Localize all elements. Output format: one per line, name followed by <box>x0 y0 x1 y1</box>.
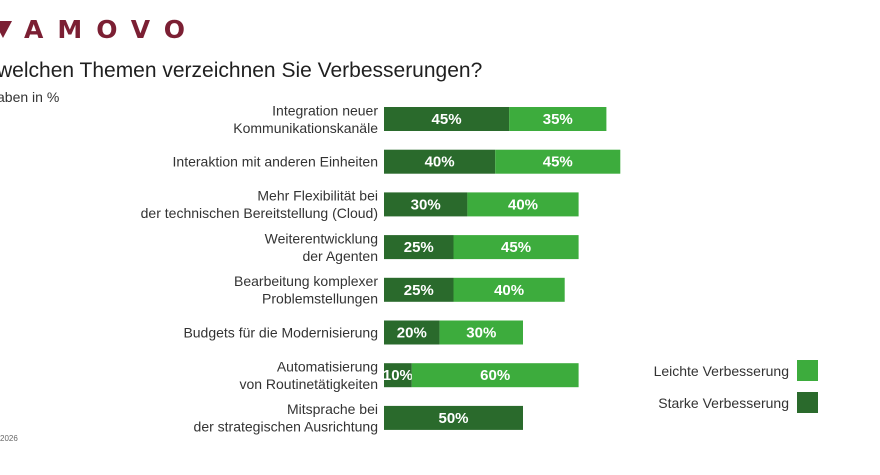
category-label: Automatisierung von Routinetätigkeiten <box>239 358 378 392</box>
legend-item-starke: Starke Verbesserung <box>610 392 818 413</box>
data-label-starke: 20% <box>397 325 427 342</box>
category-label-line: Kommunikationskanäle <box>233 120 378 136</box>
legend-item-leichte: Leichte Verbesserung <box>610 360 818 381</box>
chart-legend: Leichte Verbesserung Starke Verbesserung <box>610 360 818 424</box>
bar-starke <box>384 235 454 260</box>
logo-text: AMOVO <box>24 14 199 44</box>
category-label: Mehr Flexibilität bei der technischen Ber… <box>141 188 378 222</box>
legend-label: Leichte Verbesserung <box>653 362 789 379</box>
category-label-line: der Agenten <box>302 248 378 264</box>
data-label-leichte: 35% <box>543 111 573 128</box>
category-label-line: Bearbeitung komplexer <box>234 273 378 289</box>
page-subtitle: aben in % <box>0 89 60 105</box>
category-label: Weiterentwicklung der Agenten <box>265 230 378 264</box>
category-label-line: Weiterentwicklung <box>265 230 378 246</box>
bar-leichte <box>495 149 621 174</box>
data-label-starke: 50% <box>438 410 468 427</box>
data-label-leichte: 30% <box>466 325 496 342</box>
data-label-leichte: 45% <box>501 239 531 256</box>
category-label: Bearbeitung komplexer Problemstellungen <box>234 273 378 307</box>
category-label: Integration neuer Kommunikationskanäle <box>233 102 378 136</box>
data-label-leichte: 40% <box>494 282 524 299</box>
category-label-line: der technischen Bereitstellung (Cloud) <box>141 205 378 221</box>
bar-leichte <box>509 107 607 131</box>
data-label-starke: 10% <box>383 367 413 384</box>
legend-swatch-starke <box>797 392 818 413</box>
category-label-line: Problemstellungen <box>262 291 378 307</box>
legend-label: Starke Verbesserung <box>658 394 789 411</box>
data-label-leichte: 45% <box>543 154 573 171</box>
bar-leichte <box>453 235 579 260</box>
bar-starke <box>384 149 496 174</box>
data-label-leichte: 40% <box>508 196 538 213</box>
bar-starke <box>384 192 468 217</box>
bar-starke <box>384 277 454 302</box>
data-label-starke: 40% <box>425 154 455 171</box>
bar-starke <box>384 320 440 345</box>
category-label-line: Automatisierung <box>277 358 378 374</box>
category-label: Budgets für die Modernisierung <box>183 325 378 341</box>
bar-leichte <box>453 277 565 302</box>
category-label-line: Mitsprache bei <box>287 401 378 417</box>
category-label-line: Mehr Flexibilität bei <box>257 188 378 204</box>
bar-leichte <box>411 363 579 388</box>
bar-starke <box>384 405 523 430</box>
category-label-line: Integration neuer <box>272 102 378 118</box>
category-label-line: Budgets für die Modernisierung <box>183 325 378 341</box>
brand-logo: AMOVO <box>0 11 199 47</box>
category-label-line: von Routinetätigkeiten <box>239 376 378 392</box>
data-label-starke: 25% <box>404 239 434 256</box>
category-label-line: Interaktion mit anderen Einheiten <box>173 154 378 170</box>
bar-starke <box>384 363 412 388</box>
category-label-line: der strategischen Ausrichtung <box>194 419 378 435</box>
bar-leichte <box>439 320 523 345</box>
category-label: Mitsprache bei der strategischen Ausricht… <box>194 401 378 435</box>
bar-leichte <box>467 192 579 217</box>
bar-starke <box>384 107 510 131</box>
legend-swatch-leichte <box>797 360 818 381</box>
data-label-starke: 25% <box>404 282 434 299</box>
footer-note: 2026 <box>0 434 18 443</box>
logo-mark-icon <box>0 20 12 38</box>
data-label-leichte: 60% <box>480 367 510 384</box>
data-label-starke: 30% <box>411 196 441 213</box>
data-label-starke: 45% <box>432 111 462 128</box>
category-label: Interaktion mit anderen Einheiten <box>173 154 378 170</box>
page-title: welchen Themen verzeichnen Sie Verbesser… <box>0 59 483 82</box>
